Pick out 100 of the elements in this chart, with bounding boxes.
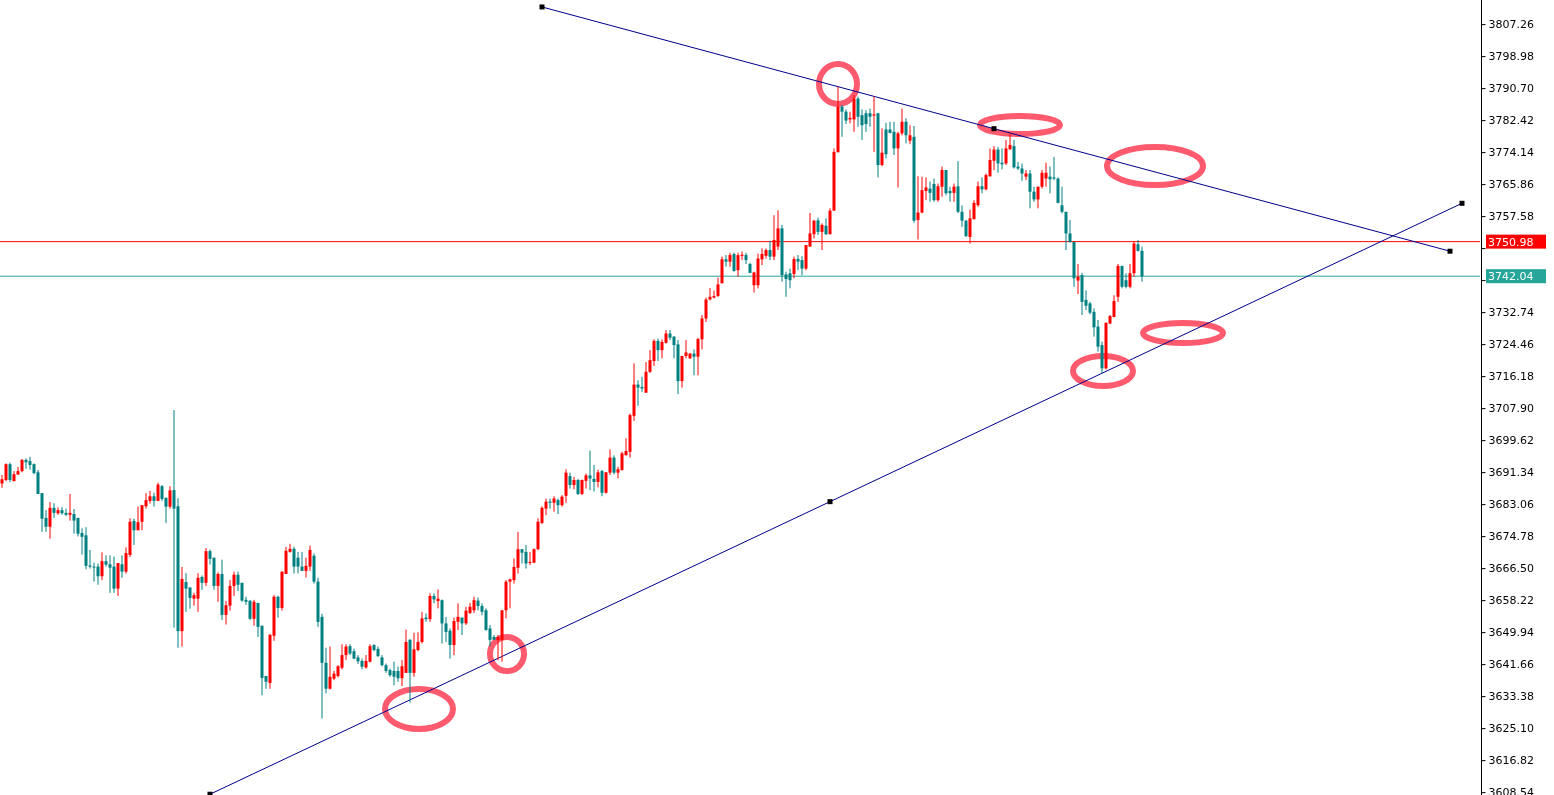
y-tick-label: 3691.34 <box>1488 466 1534 480</box>
candlestick <box>768 240 772 261</box>
candlestick <box>868 108 872 128</box>
candlestick <box>392 661 396 686</box>
candlestick <box>96 563 100 586</box>
y-tick-label: 3724.46 <box>1488 338 1534 352</box>
candlestick <box>108 554 112 594</box>
point <box>539 4 545 10</box>
candlestick <box>56 506 60 516</box>
candlestick <box>796 254 800 271</box>
candlestick <box>252 599 256 627</box>
candlestick <box>572 476 576 490</box>
candlestick <box>292 546 296 575</box>
candlestick <box>216 571 220 603</box>
candlestick <box>584 472 588 490</box>
y-tick-label: 3782.42 <box>1488 114 1534 128</box>
candlestick <box>908 124 912 145</box>
y-tick-label: 3765.86 <box>1488 178 1534 192</box>
y-tick-label: 3649.94 <box>1488 626 1534 640</box>
candlestick <box>592 464 596 493</box>
y-tick-label: 3683.06 <box>1488 498 1534 512</box>
candlestick <box>356 654 360 665</box>
candlestick <box>308 545 312 572</box>
candlestick <box>824 217 828 236</box>
candlestick <box>168 485 172 510</box>
candlestick <box>528 551 532 566</box>
candlestick <box>476 597 480 611</box>
candlestick <box>792 256 796 279</box>
candlestick <box>412 632 416 678</box>
candlestick <box>8 462 12 483</box>
candlestick <box>64 508 68 517</box>
candlestick <box>156 482 160 502</box>
candlestick <box>744 252 748 265</box>
candlestick <box>448 627 452 660</box>
candlestick <box>732 252 736 273</box>
candlestick <box>872 96 876 153</box>
candlestick <box>60 506 64 516</box>
candlestick <box>932 178 936 203</box>
candlestick <box>928 181 932 203</box>
candlestick <box>196 572 200 613</box>
candlestick <box>724 254 728 268</box>
candlestick <box>396 666 400 683</box>
candlestick <box>300 551 304 572</box>
candlestick <box>716 277 720 298</box>
y-tick-label: 3790.70 <box>1488 82 1534 96</box>
candlestick <box>556 498 560 515</box>
candlestick <box>1012 139 1016 170</box>
ref-line-label: 3742.04 <box>1488 270 1534 284</box>
candlestick <box>432 592 436 604</box>
candlestick <box>440 598 444 644</box>
candlestick <box>52 502 56 519</box>
candlestick <box>1020 162 1024 182</box>
y-tick-label: 3658.22 <box>1488 594 1534 608</box>
y-tick-label: 3616.82 <box>1488 754 1534 768</box>
candlestick <box>428 592 432 623</box>
candlestick <box>904 117 908 144</box>
candlestick <box>524 544 528 570</box>
candlestick <box>92 562 96 583</box>
candlestick <box>328 646 332 690</box>
candlestick <box>892 121 896 156</box>
candlestick <box>100 551 104 581</box>
y-tick-label: 3774.14 <box>1488 146 1534 160</box>
candlestick <box>952 183 956 203</box>
candlestick <box>188 586 192 610</box>
candlestick <box>864 109 868 133</box>
y-tick-label: 3732.74 <box>1488 306 1534 320</box>
candlestick <box>132 518 136 546</box>
candlestick <box>152 492 156 508</box>
candlestick <box>728 252 732 268</box>
candlestick <box>980 176 984 194</box>
candlestick <box>28 456 32 471</box>
candlestick <box>788 268 792 289</box>
y-tick-label: 3633.38 <box>1488 690 1534 704</box>
candlestick <box>880 127 884 167</box>
candlestick <box>276 595 280 619</box>
candlestick <box>588 450 592 491</box>
point <box>1459 200 1465 206</box>
y-tick-label: 3674.78 <box>1488 530 1534 544</box>
candlestick <box>1076 263 1080 295</box>
y-tick-label: 3798.98 <box>1488 50 1534 64</box>
y-tick-label: 3666.50 <box>1488 562 1534 576</box>
candlestick <box>1064 211 1068 251</box>
y-tick-label: 3699.62 <box>1488 434 1534 448</box>
candlestick <box>852 94 856 133</box>
candlestick <box>120 554 124 579</box>
candlestick <box>1028 169 1032 209</box>
candlestick <box>184 572 188 613</box>
candlestick <box>940 166 944 198</box>
ref-line-label: 3750.98 <box>1488 235 1534 249</box>
candlestick <box>72 508 76 535</box>
candlestick <box>920 176 924 214</box>
candlestick <box>296 551 300 575</box>
candlestick <box>148 490 152 505</box>
candlestick <box>1052 156 1056 181</box>
y-tick-label: 3757.58 <box>1488 210 1534 224</box>
y-tick-label: 3625.10 <box>1488 722 1534 736</box>
point <box>827 499 833 505</box>
candlestick <box>1044 162 1048 188</box>
point <box>207 791 213 795</box>
candlestick <box>112 556 116 594</box>
